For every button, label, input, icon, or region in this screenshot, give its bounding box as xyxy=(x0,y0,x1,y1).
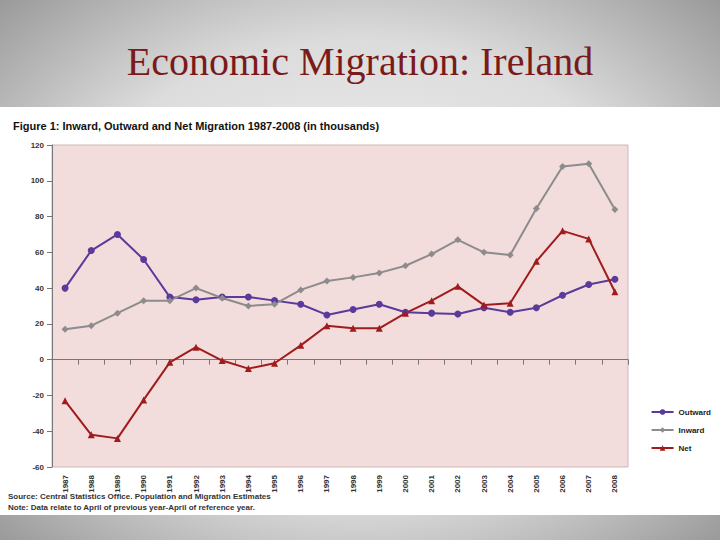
svg-text:1994: 1994 xyxy=(244,474,253,492)
svg-text:120: 120 xyxy=(31,141,45,150)
svg-text:40: 40 xyxy=(35,284,44,293)
svg-text:1988: 1988 xyxy=(87,474,96,492)
svg-text:2003: 2003 xyxy=(480,474,489,492)
svg-text:1997: 1997 xyxy=(322,474,331,492)
svg-text:2005: 2005 xyxy=(532,474,541,492)
svg-text:1987: 1987 xyxy=(61,474,70,492)
svg-text:1995: 1995 xyxy=(270,474,279,492)
svg-text:100: 100 xyxy=(31,176,45,185)
html-text:Economic Migration: Ireland: Economic Migration: Ireland xyxy=(126,39,594,84)
svg-text:1992: 1992 xyxy=(192,474,201,492)
svg-text:Inward: Inward xyxy=(679,426,705,435)
svg-text:2000: 2000 xyxy=(401,474,410,492)
svg-text:2004: 2004 xyxy=(506,474,515,492)
svg-text:2008: 2008 xyxy=(610,474,619,492)
svg-text:1998: 1998 xyxy=(349,474,358,492)
svg-text:20: 20 xyxy=(35,319,44,328)
svg-text:2001: 2001 xyxy=(427,474,436,492)
svg-text:60: 60 xyxy=(35,248,44,257)
svg-text:Note: Data relate to April of: Note: Data relate to April of previous y… xyxy=(8,503,255,512)
svg-text:1990: 1990 xyxy=(139,474,148,492)
svg-text:0: 0 xyxy=(40,355,45,364)
svg-text:Net: Net xyxy=(679,444,692,453)
svg-text:1996: 1996 xyxy=(296,474,305,492)
svg-text:Figure 1: Inward, Outward and: Figure 1: Inward, Outward and Net Migrat… xyxy=(13,120,379,132)
svg-text:2007: 2007 xyxy=(584,474,593,492)
svg-text:2006: 2006 xyxy=(558,474,567,492)
svg-text:1999: 1999 xyxy=(375,474,384,492)
svg-text:-40: -40 xyxy=(32,427,44,436)
svg-text:80: 80 xyxy=(35,212,44,221)
svg-text:Outward: Outward xyxy=(679,408,712,417)
svg-text:2002: 2002 xyxy=(453,474,462,492)
svg-text:-60: -60 xyxy=(32,463,44,472)
svg-text:Source: Central Statistics Off: Source: Central Statistics Office. Popul… xyxy=(8,491,271,501)
svg-text:1989: 1989 xyxy=(113,474,122,492)
svg-text:1993: 1993 xyxy=(218,474,227,492)
svg-text:1991: 1991 xyxy=(165,474,174,492)
svg-text:-20: -20 xyxy=(32,391,44,400)
